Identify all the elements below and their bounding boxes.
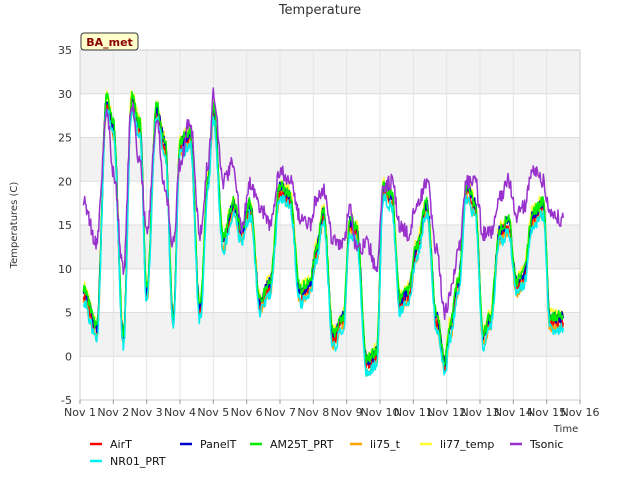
x-tick-label: Nov 8 (297, 406, 329, 419)
badge-box (80, 32, 139, 51)
legend-label: PanelT (200, 438, 237, 451)
series-line-am25t_prt (82, 90, 564, 366)
badge: BA_met (80, 32, 139, 51)
legend: AirT PanelT AM25T_PRT li75_t li77_temp Tsonic… (90, 438, 563, 468)
x-tick-label: Nov 5 (197, 406, 229, 419)
badge-label: BA_met (86, 36, 133, 49)
chart-title: Temperature (278, 3, 361, 18)
series-layer (82, 87, 565, 377)
x-tick-label: Nov 14 (494, 406, 533, 419)
y-tick-label: 25 (58, 132, 72, 145)
series-line-tsonic (82, 87, 565, 321)
y-tick-label: 10 (58, 263, 72, 276)
y-tick-label: 15 (58, 219, 72, 232)
x-tick-label: Nov 4 (164, 406, 196, 419)
legend-label: li77_temp (440, 438, 494, 451)
x-tick-label: Nov 1 (64, 406, 96, 419)
background-band (80, 93, 580, 138)
plot-background-bands (80, 50, 580, 400)
x-tick-label: Nov 16 (561, 406, 600, 419)
background-band (80, 181, 580, 225)
legend-label: AirT (110, 438, 132, 451)
x-tick-label: Nov 6 (231, 406, 263, 419)
x-tick-label: Nov 12 (427, 406, 466, 419)
plot-area (79, 49, 581, 401)
background-band (80, 50, 580, 94)
y-tick-label: -5 (61, 394, 72, 407)
legend-label: NR01_PRT (110, 455, 166, 468)
legend-label: Tsonic (529, 438, 563, 451)
x-tick-label: Nov 15 (527, 406, 566, 419)
legend-label: li75_t (370, 438, 401, 451)
y-tick-label: 30 (58, 88, 72, 101)
y-tick-label: 5 (65, 307, 72, 320)
series-line-nr01_prt (82, 108, 565, 377)
y-tick-label: 20 (58, 175, 72, 188)
x-tick-label: Nov 13 (461, 406, 500, 419)
x-tick-label: Nov 10 (361, 406, 400, 419)
y-tick-label: 0 (65, 350, 72, 363)
y-axis-title: Temperatures (C) (9, 182, 20, 270)
y-tick-label: 35 (58, 44, 72, 57)
x-tick-label: Nov 9 (331, 406, 363, 419)
legend-label: AM25T_PRT (270, 438, 334, 451)
x-tick-label: Nov 3 (131, 406, 163, 419)
x-tick-label: Nov 2 (97, 406, 129, 419)
x-tick-label: Nov 7 (264, 406, 296, 419)
x-axis-title: Time (553, 424, 578, 435)
x-tick-label: Nov 11 (394, 406, 433, 419)
background-band (80, 356, 580, 400)
